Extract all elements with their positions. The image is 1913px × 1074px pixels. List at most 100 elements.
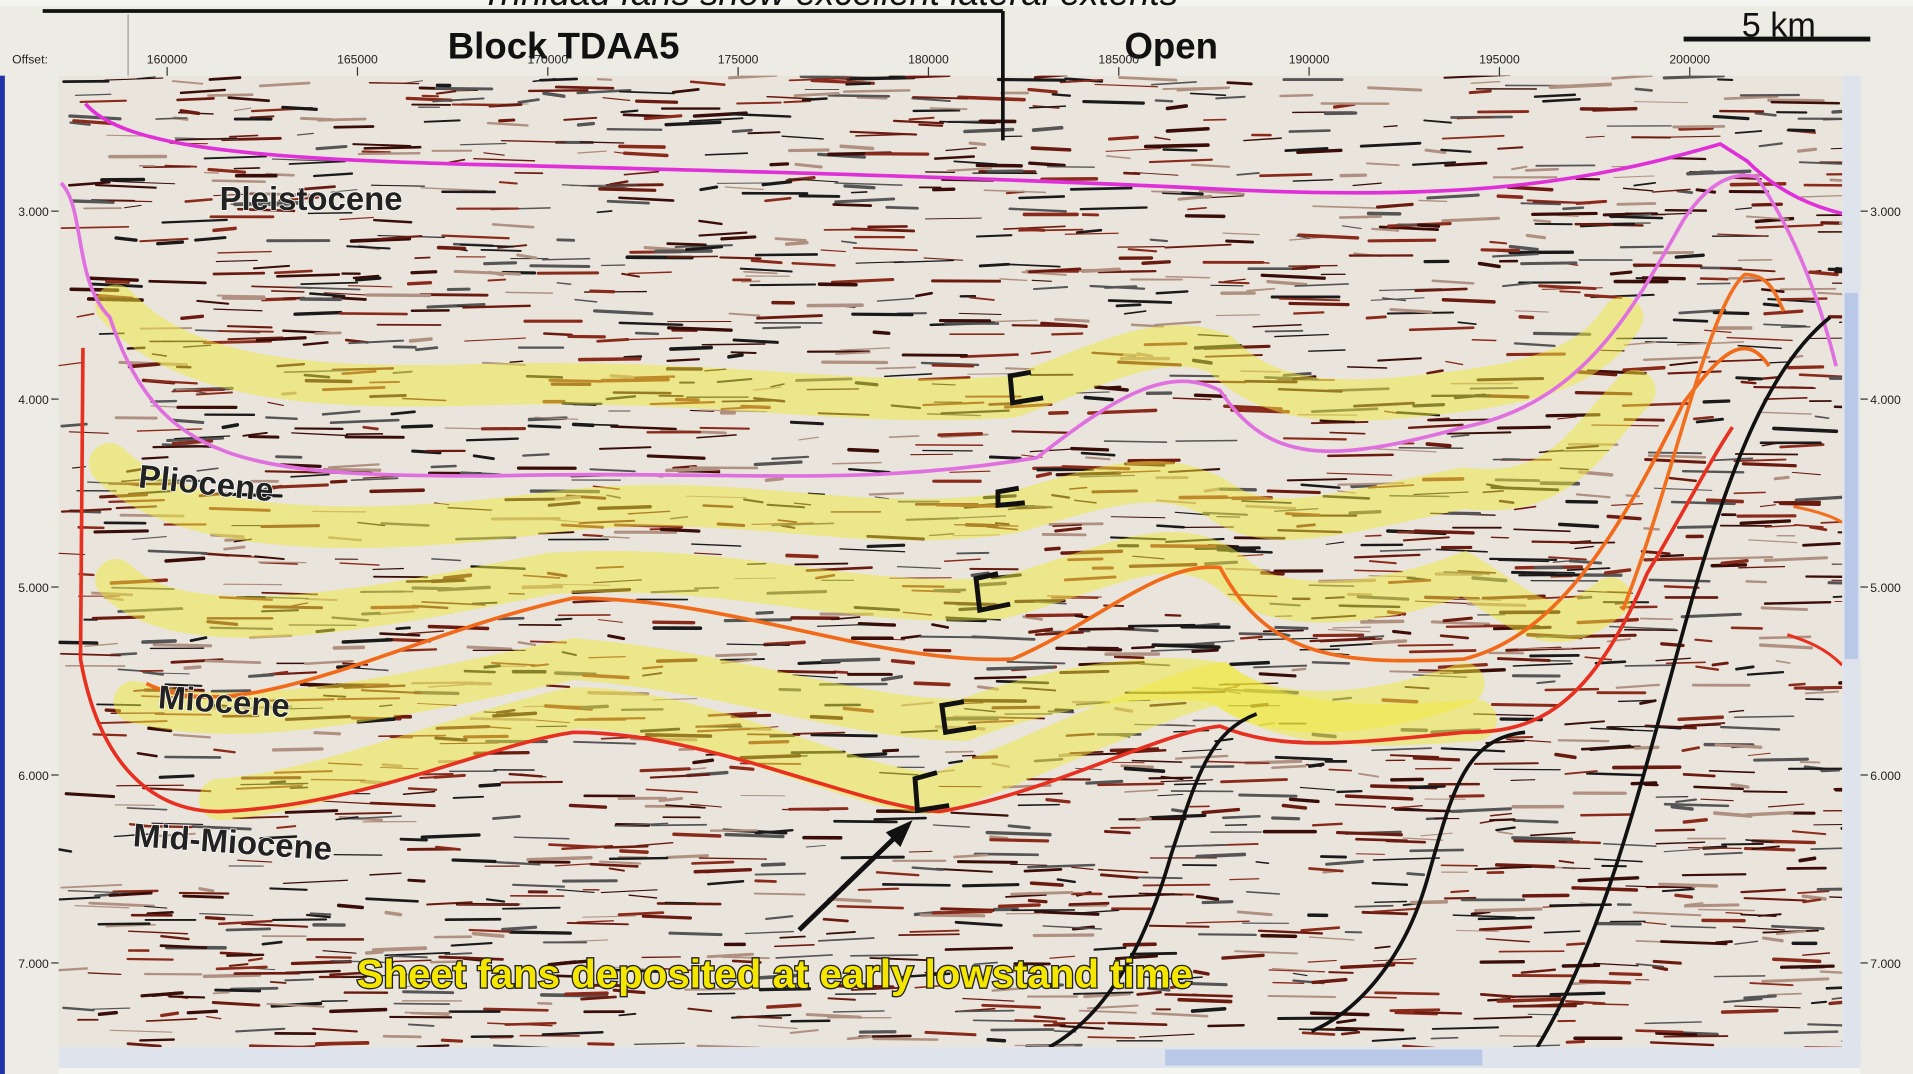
reflector [1017,803,1060,807]
reflector [1497,830,1514,835]
reflector [1319,419,1356,424]
reflector [1761,936,1784,943]
reflector [407,787,438,791]
reflector [107,200,153,203]
reflector [832,203,873,207]
reflector [1397,643,1454,647]
reflector [1611,502,1644,506]
reflector [1763,309,1804,316]
reflector [1623,341,1657,346]
reflector [1360,619,1405,624]
reflector [384,951,451,957]
reflector [1023,868,1063,873]
reflector [290,473,330,478]
reflector [371,946,428,952]
reflector [179,88,227,95]
reflector [856,755,920,759]
reflector [1593,962,1639,967]
reflector [805,844,826,848]
reflector [491,223,535,229]
reflector [699,426,750,430]
reflector [264,470,322,474]
reflector [953,853,988,859]
reflector [1574,545,1594,550]
reflector [459,243,515,248]
reflector [1374,900,1408,904]
reflector [1586,772,1643,777]
reflector [315,955,352,959]
reflector [622,151,669,158]
scroll-thumb[interactable] [1844,292,1859,660]
reflector [136,751,158,758]
reflector [291,432,349,437]
reflector [1177,194,1213,201]
reflector [825,931,856,935]
reflector [293,310,343,316]
reflector [956,551,990,555]
reflector [1274,755,1333,762]
reflector [1120,764,1155,769]
reflector [934,155,976,160]
reflector [478,782,502,788]
reflector [1759,504,1776,508]
reflector [1473,762,1539,765]
reflector [419,293,489,297]
reflector [757,1025,798,1030]
reflector [1028,627,1054,634]
reflector [227,336,284,341]
reflector [1353,553,1421,559]
reflector [896,566,942,569]
reflector [820,657,881,663]
reflector [1177,997,1233,1004]
reflector [1169,374,1220,378]
reflector [1085,456,1111,461]
reflector [1663,585,1700,589]
reflector [1148,158,1213,164]
reflector [58,848,73,853]
scroll-thumb[interactable] [1165,1049,1483,1066]
reflector [1151,190,1182,194]
reflector [142,787,212,793]
reflector [410,270,438,275]
reflector [892,119,944,125]
reflector [1018,228,1084,232]
reflector [509,360,524,363]
reflector [58,967,88,972]
reflector [623,355,643,359]
reflector [248,673,275,678]
reflector [1156,524,1186,529]
reflector [1446,431,1512,435]
reflector [127,362,161,369]
reflector [787,807,849,811]
reflector [364,950,384,955]
reflector [152,445,210,449]
reflector [1720,559,1749,566]
reflector [1741,462,1797,468]
reflector [500,780,563,784]
reflector [747,131,781,135]
reflector [1424,148,1447,154]
reflector [1246,891,1281,895]
fan-band [89,369,1656,548]
reflector [1142,883,1211,887]
reflector [1639,699,1657,705]
reflector [1367,86,1423,92]
reflector [1723,998,1763,1004]
reflector [1633,181,1657,187]
reflector [267,401,284,407]
reflector [480,248,522,252]
reflector [1071,866,1094,871]
reflector [1278,297,1341,302]
reflector [1775,930,1807,936]
reflector [1720,1008,1779,1014]
reflector [1123,310,1147,315]
reflector [1011,324,1073,328]
reflector [715,652,758,658]
reflector [434,845,461,851]
fan-band [95,532,1632,643]
reflector [1308,936,1355,941]
formation-label: Pleistocene [220,180,403,217]
horizontal-scrollbar[interactable] [58,1047,1861,1068]
reflector [323,292,374,296]
reflector [1229,878,1260,881]
